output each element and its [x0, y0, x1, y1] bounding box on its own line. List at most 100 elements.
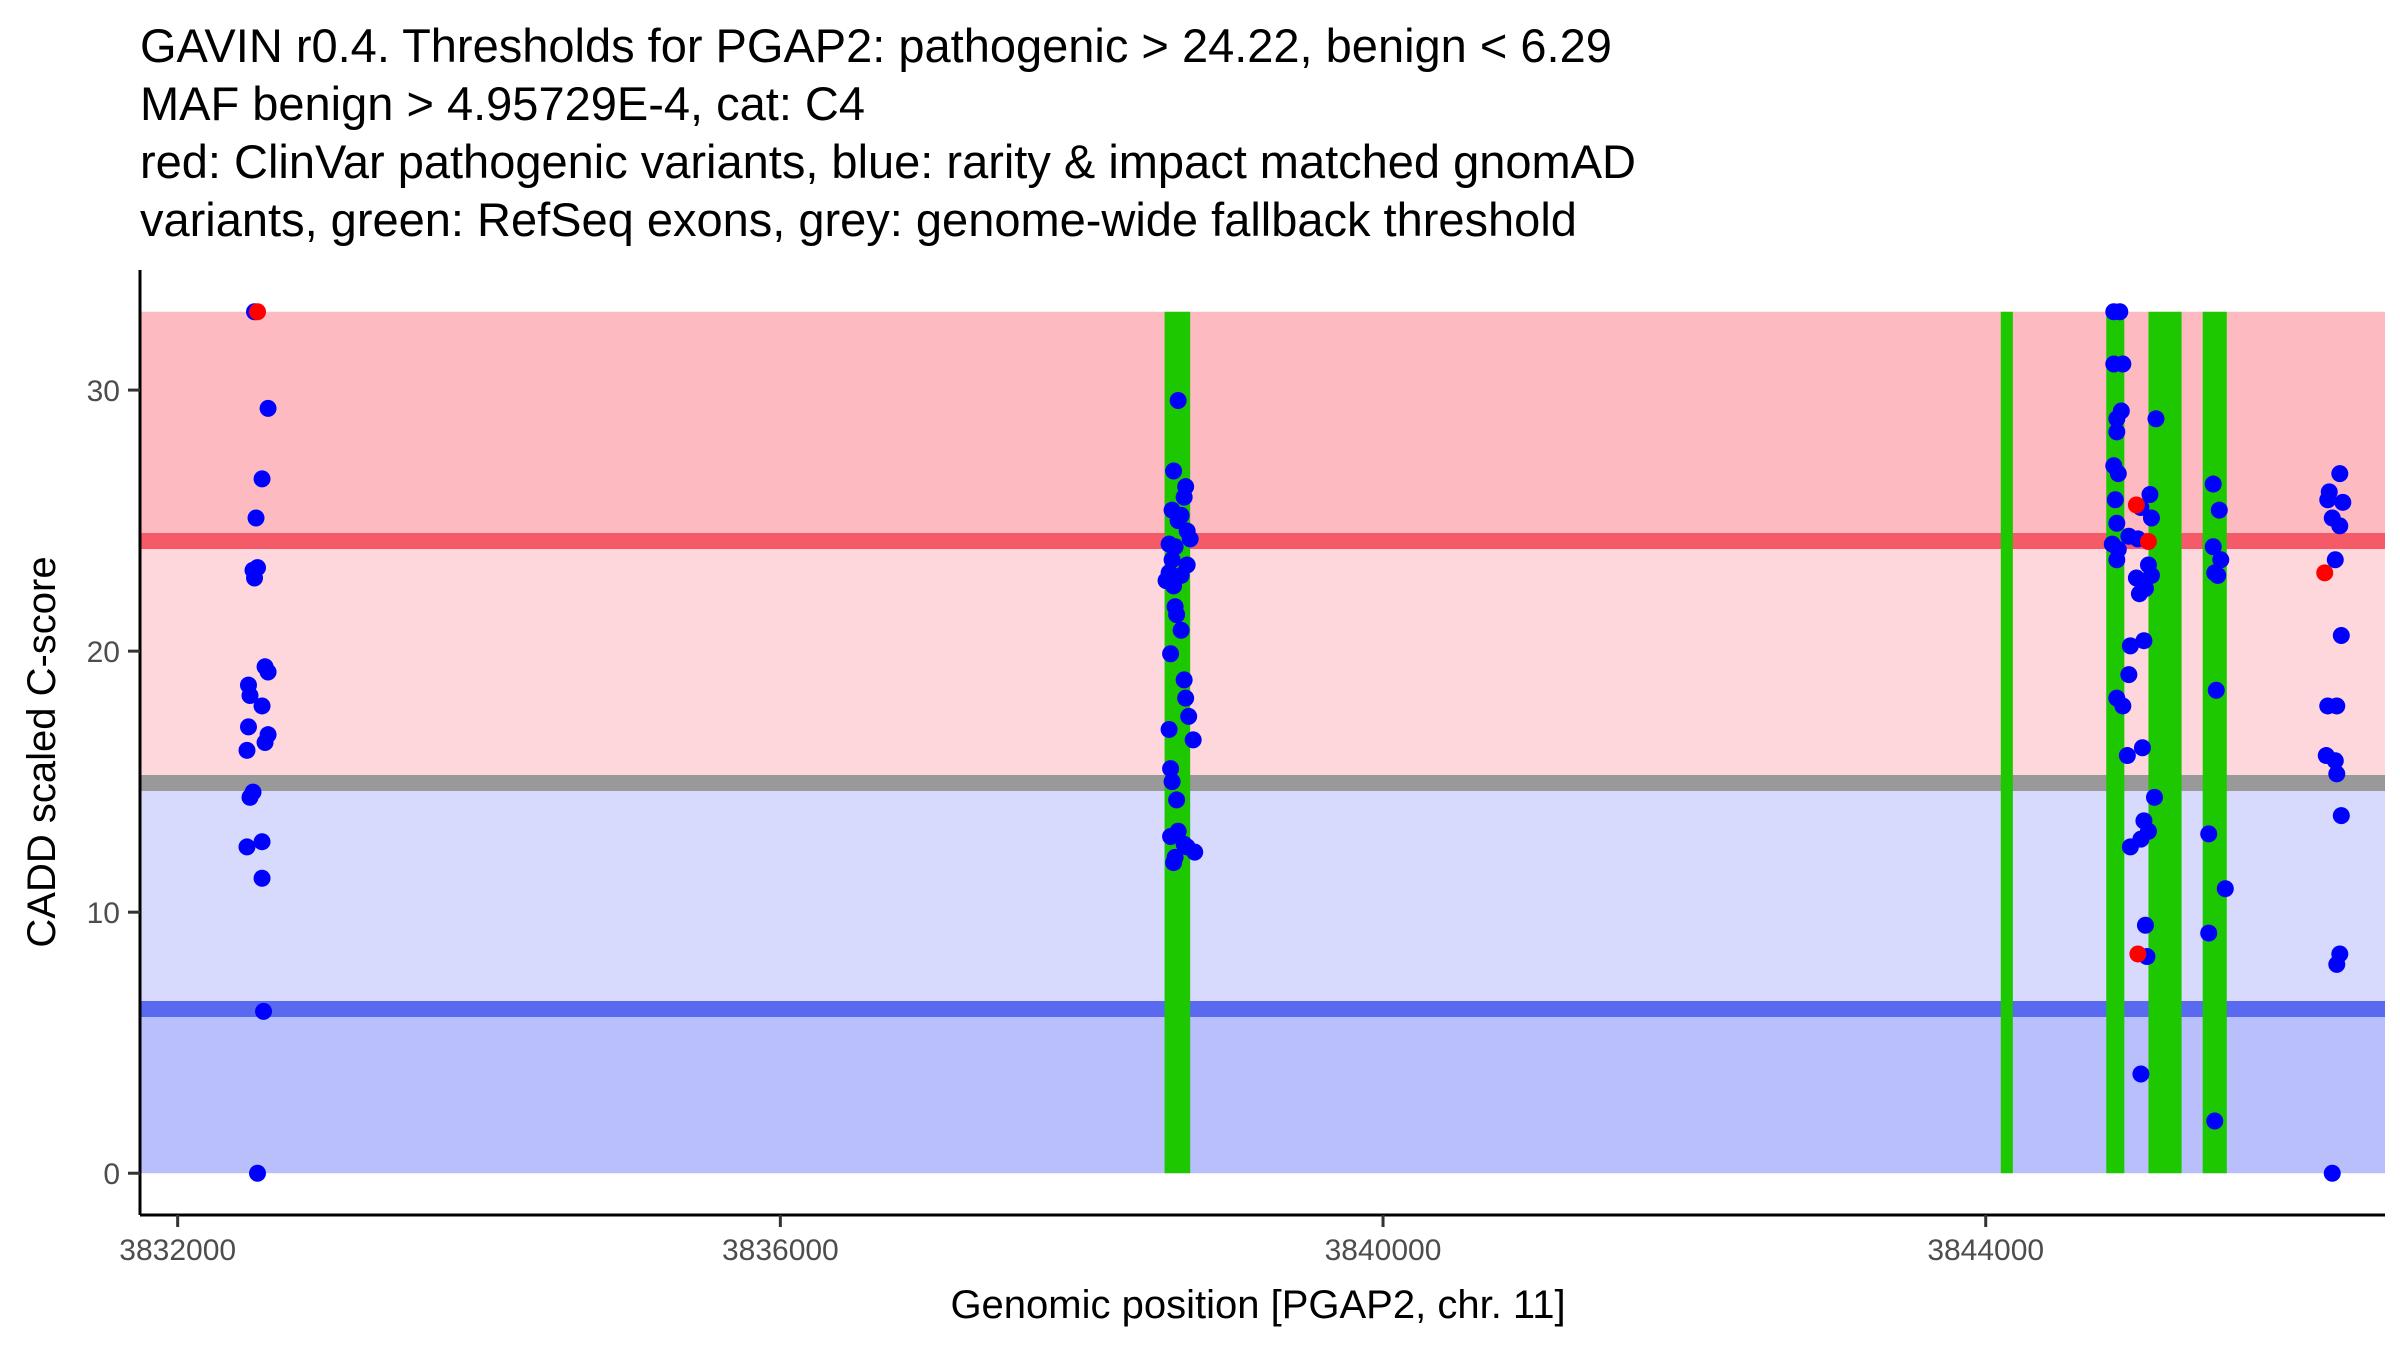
gnomad-point — [2105, 355, 2123, 373]
gnomad-point — [1162, 645, 1180, 663]
gnomad-point — [249, 1164, 267, 1182]
gnomad-point — [253, 697, 271, 715]
gnomad-point — [2326, 752, 2344, 770]
x-tick-label: 3832000 — [119, 1234, 236, 1267]
gnomad-point — [2132, 830, 2150, 848]
mid-zone-lower — [140, 782, 2385, 1010]
gnomad-point — [2121, 637, 2139, 655]
gnomad-point — [2142, 566, 2160, 584]
gnomad-point — [1166, 538, 1184, 556]
gnomad-point — [2331, 465, 2349, 483]
gnomad-point — [1162, 760, 1180, 778]
gnomad-point — [2332, 626, 2350, 644]
gnomad-point — [2132, 1065, 2150, 1083]
gnomad-point — [2328, 697, 2346, 715]
gnomad-point — [2114, 697, 2132, 715]
gnomad-point — [246, 569, 264, 587]
gnomad-point — [1186, 843, 1204, 861]
gnomad-point — [241, 788, 259, 806]
x-tick-label: 3836000 — [722, 1234, 839, 1267]
gnomad-point — [1165, 854, 1183, 872]
gnomad-point — [2136, 916, 2154, 934]
gnomad-point — [2108, 410, 2126, 428]
threshold-bands — [140, 311, 2385, 1174]
gnomad-point — [247, 509, 265, 527]
gnomad-point — [2207, 681, 2225, 699]
gnomad-point — [2106, 491, 2124, 509]
chart-title-line-2: MAF benign > 4.95729E-4, cat: C4 — [140, 77, 866, 130]
gnomad-point — [1175, 488, 1193, 506]
data-points — [238, 303, 2352, 1182]
y-tick-label: 0 — [103, 1158, 120, 1191]
gnomad-point — [2331, 517, 2349, 535]
gnomad-point — [1184, 731, 1202, 749]
gnomad-point — [255, 1002, 273, 1020]
y-tick-label: 20 — [87, 636, 120, 669]
gnomad-point — [1169, 822, 1187, 840]
gnomad-point — [2147, 410, 2165, 428]
chart-title-line-1: GAVIN r0.4. Thresholds for PGAP2: pathog… — [140, 19, 1612, 72]
gnomad-point — [2108, 551, 2126, 569]
gnomad-point — [2145, 788, 2163, 806]
gnomad-point — [1160, 720, 1178, 738]
y-axis-title: CADD scaled C-score — [20, 556, 64, 947]
clinvar-point — [2129, 945, 2147, 963]
exon-bar — [2148, 311, 2182, 1174]
gnomad-point — [1169, 392, 1187, 410]
gnomad-point — [1181, 530, 1199, 548]
gnomad-point — [2332, 807, 2350, 825]
gnomad-point — [2328, 955, 2346, 973]
exon-bar — [2202, 311, 2227, 1174]
gnomad-point — [259, 399, 277, 417]
mid-zone-upper — [140, 540, 2385, 783]
axes: 0 10 20 30 3832000 3836000 3840000 3844000 — [87, 270, 2385, 1267]
gnomad-point — [256, 734, 274, 751]
gnomad-point — [2319, 491, 2337, 509]
gnomad-point — [2328, 765, 2346, 783]
gnomad-point — [2108, 423, 2126, 441]
chart-title-line-3: red: ClinVar pathogenic variants, blue: … — [140, 135, 1636, 188]
gnomad-point — [1168, 791, 1186, 809]
gnomad-point — [238, 741, 256, 759]
gnomad-point — [2204, 475, 2222, 493]
gnomad-point — [2212, 551, 2230, 569]
gnomad-point — [253, 833, 271, 851]
gnomad-point — [2133, 739, 2151, 757]
pathogenic-zone — [140, 311, 2385, 541]
exon-bar — [2106, 311, 2125, 1174]
gnomad-point — [2120, 666, 2138, 684]
y-tick-label: 30 — [87, 375, 120, 408]
gnomad-point — [2130, 585, 2148, 603]
gnomad-point — [2323, 1164, 2341, 1182]
gnomad-point — [1163, 773, 1181, 791]
gnomad-point — [1163, 551, 1181, 569]
gnomad-point — [259, 663, 277, 681]
gnomad-point — [1180, 707, 1198, 725]
gnomad-point — [253, 470, 271, 488]
gnomad-point — [2108, 514, 2126, 532]
y-tick-label: 10 — [87, 897, 120, 930]
x-tick-label: 3840000 — [1325, 1234, 1442, 1267]
gnomad-point — [239, 718, 257, 736]
gnomad-point — [1168, 606, 1186, 624]
gnomad-point — [2326, 551, 2344, 569]
gnomad-point — [2200, 924, 2218, 942]
gnomad-point — [2109, 465, 2127, 483]
chart-title-line-4: variants, green: RefSeq exons, grey: gen… — [140, 193, 1577, 246]
gnomad-point — [2118, 747, 2136, 765]
x-axis-title: Genomic position [PGAP2, chr. 11] — [950, 1283, 1565, 1327]
clinvar-point — [2316, 564, 2334, 582]
gnomad-point — [2210, 501, 2228, 519]
gnomad-point — [2142, 509, 2160, 527]
gnomad-point — [253, 869, 271, 887]
x-tick-label: 3844000 — [1927, 1234, 2044, 1267]
gnomad-point — [2135, 632, 2153, 650]
gnomad-point — [2111, 303, 2129, 321]
gnomad-point — [2206, 1112, 2224, 1130]
gnomad-point — [2334, 493, 2352, 511]
gnomad-point — [2200, 825, 2218, 843]
gnomad-point — [1165, 462, 1183, 480]
clinvar-point — [2139, 532, 2157, 550]
